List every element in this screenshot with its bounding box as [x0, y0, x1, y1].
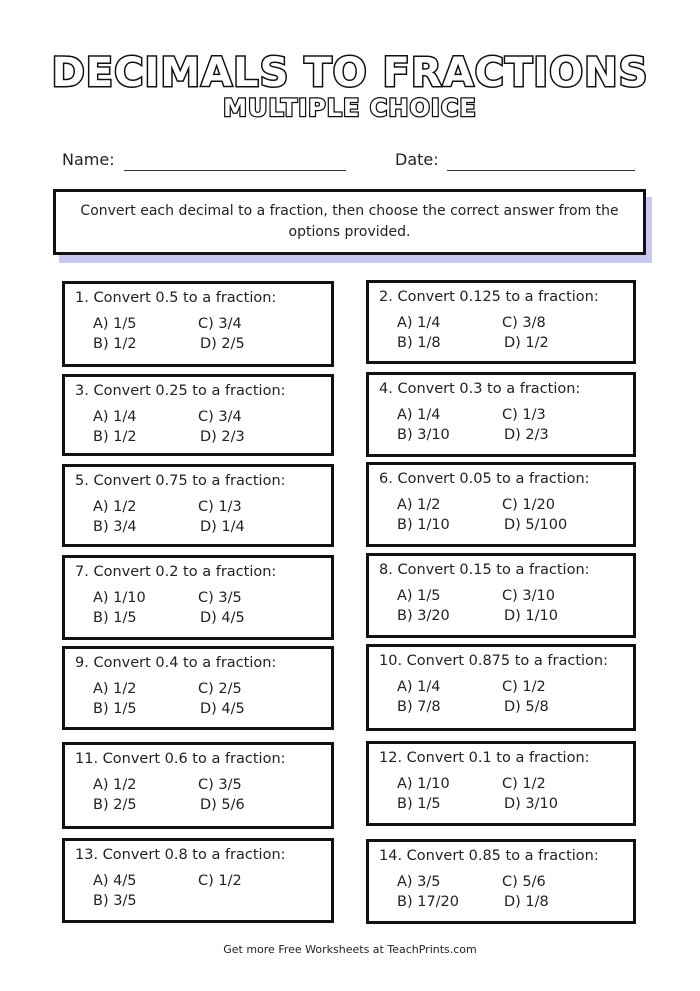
- option-b[interactable]: B) 17/20: [397, 894, 460, 910]
- option-c[interactable]: C) 1/3: [502, 407, 546, 423]
- option-a[interactable]: A) 1/10: [93, 590, 146, 606]
- option-d[interactable]: D) 5/100: [504, 517, 568, 533]
- question-text: 6. Convert 0.05 to a fraction:: [379, 471, 590, 487]
- option-b[interactable]: B) 3/20: [397, 608, 450, 624]
- option-d[interactable]: D) 4/5: [200, 610, 245, 626]
- question-text: 9. Convert 0.4 to a fraction:: [75, 655, 277, 671]
- question-text: 1. Convert 0.5 to a fraction:: [75, 290, 277, 306]
- question-text: 13. Convert 0.8 to a fraction:: [75, 847, 286, 863]
- question-text: 8. Convert 0.15 to a fraction:: [379, 562, 590, 578]
- option-a[interactable]: A) 1/4: [93, 409, 137, 425]
- option-a[interactable]: A) 1/2: [93, 681, 137, 697]
- option-b[interactable]: B) 1/2: [93, 429, 137, 445]
- instructions-text: Convert each decimal to a fraction, then…: [80, 203, 619, 240]
- question-box: 9. Convert 0.4 to a fraction: A) 1/2 B) 1/…: [62, 646, 334, 730]
- question-text: 2. Convert 0.125 to a fraction:: [379, 289, 599, 305]
- option-b[interactable]: B) 2/5: [93, 797, 137, 813]
- option-c[interactable]: C) 3/4: [198, 316, 242, 332]
- question-box: 12. Convert 0.1 to a fraction: A) 1/10 B) …: [366, 741, 636, 826]
- option-d[interactable]: D) 5/6: [200, 797, 245, 813]
- date-label: Date:: [395, 150, 439, 169]
- question-box: 4. Convert 0.3 to a fraction: A) 1/4 B) 3/…: [366, 372, 636, 457]
- option-a[interactable]: A) 1/5: [397, 588, 441, 604]
- option-a[interactable]: A) 1/2: [397, 497, 441, 513]
- option-b[interactable]: B) 1/8: [397, 335, 441, 351]
- option-a[interactable]: A) 1/10: [397, 776, 450, 792]
- question-box: 3. Convert 0.25 to a fraction: A) 1/4 B) 1…: [62, 374, 334, 456]
- option-d[interactable]: D) 1/10: [504, 608, 558, 624]
- option-d[interactable]: D) 2/3: [504, 427, 549, 443]
- option-a[interactable]: A) 3/5: [397, 874, 441, 890]
- option-b[interactable]: B) 1/5: [93, 701, 137, 717]
- option-c[interactable]: C) 3/5: [198, 777, 242, 793]
- option-c[interactable]: C) 3/4: [198, 409, 242, 425]
- worksheet-subtitle: MULTIPLE CHOICE: [222, 93, 477, 124]
- option-b[interactable]: B) 1/5: [397, 796, 441, 812]
- instructions-box: Convert each decimal to a fraction, then…: [53, 189, 646, 255]
- question-box: 2. Convert 0.125 to a fraction: A) 1/4 B) …: [366, 280, 636, 364]
- option-d[interactable]: D) 1/8: [504, 894, 549, 910]
- question-box: 10. Convert 0.875 to a fraction: A) 1/4 B)…: [366, 644, 636, 731]
- option-a[interactable]: A) 1/4: [397, 679, 441, 695]
- option-a[interactable]: A) 1/4: [397, 315, 441, 331]
- option-c[interactable]: C) 3/5: [198, 590, 242, 606]
- footer-text: Get more Free Worksheets at TeachPrints.…: [223, 943, 477, 956]
- question-box: 7. Convert 0.2 to a fraction: A) 1/10 B) 1…: [62, 555, 334, 640]
- question-box: 8. Convert 0.15 to a fraction: A) 1/5 B) 3…: [366, 553, 636, 638]
- question-text: 10. Convert 0.875 to a fraction:: [379, 653, 608, 669]
- name-label: Name:: [62, 150, 115, 169]
- question-box: 1. Convert 0.5 to a fraction: A) 1/5 B) 1/…: [62, 281, 334, 367]
- option-d[interactable]: D) 2/3: [200, 429, 245, 445]
- question-box: 13. Convert 0.8 to a fraction: A) 4/5 B) 3…: [62, 838, 334, 923]
- option-b[interactable]: B) 3/10: [397, 427, 450, 443]
- option-a[interactable]: A) 1/2: [93, 777, 137, 793]
- option-a[interactable]: A) 1/5: [93, 316, 137, 332]
- question-text: 14. Convert 0.85 to a fraction:: [379, 848, 599, 864]
- option-c[interactable]: C) 5/6: [502, 874, 546, 890]
- option-b[interactable]: B) 1/10: [397, 517, 450, 533]
- question-text: 12. Convert 0.1 to a fraction:: [379, 750, 590, 766]
- option-c[interactable]: C) 1/2: [502, 679, 546, 695]
- option-c[interactable]: C) 2/5: [198, 681, 242, 697]
- option-a[interactable]: A) 1/4: [397, 407, 441, 423]
- question-text: 4. Convert 0.3 to a fraction:: [379, 381, 581, 397]
- option-b[interactable]: B) 3/4: [93, 519, 137, 535]
- option-c[interactable]: C) 3/10: [502, 588, 555, 604]
- option-c[interactable]: C) 1/20: [502, 497, 555, 513]
- option-a[interactable]: A) 4/5: [93, 873, 137, 889]
- option-b[interactable]: B) 7/8: [397, 699, 441, 715]
- option-d[interactable]: D) 4/5: [200, 701, 245, 717]
- option-c[interactable]: C) 1/2: [502, 776, 546, 792]
- question-box: 6. Convert 0.05 to a fraction: A) 1/2 B) 1…: [366, 462, 636, 547]
- question-box: 14. Convert 0.85 to a fraction: A) 3/5 B) …: [366, 839, 636, 924]
- option-d[interactable]: D) 5/8: [504, 699, 549, 715]
- option-b[interactable]: B) 1/2: [93, 336, 137, 352]
- option-c[interactable]: C) 1/3: [198, 499, 242, 515]
- question-box: 11. Convert 0.6 to a fraction: A) 1/2 B) 2…: [62, 742, 334, 829]
- date-field[interactable]: [447, 170, 635, 171]
- option-b[interactable]: B) 3/5: [93, 893, 137, 909]
- name-field[interactable]: [124, 170, 346, 171]
- question-text: 7. Convert 0.2 to a fraction:: [75, 564, 277, 580]
- option-c[interactable]: C) 1/2: [198, 873, 242, 889]
- option-d[interactable]: D) 1/2: [504, 335, 549, 351]
- worksheet-title: DECIMALS TO FRACTIONS: [50, 49, 649, 98]
- option-b[interactable]: B) 1/5: [93, 610, 137, 626]
- option-d[interactable]: D) 2/5: [200, 336, 245, 352]
- question-text: 3. Convert 0.25 to a fraction:: [75, 383, 286, 399]
- option-a[interactable]: A) 1/2: [93, 499, 137, 515]
- question-text: 11. Convert 0.6 to a fraction:: [75, 751, 286, 767]
- option-c[interactable]: C) 3/8: [502, 315, 546, 331]
- option-d[interactable]: D) 1/4: [200, 519, 245, 535]
- question-text: 5. Convert 0.75 to a fraction:: [75, 473, 286, 489]
- question-box: 5. Convert 0.75 to a fraction: A) 1/2 B) 3…: [62, 464, 334, 547]
- option-d[interactable]: D) 3/10: [504, 796, 558, 812]
